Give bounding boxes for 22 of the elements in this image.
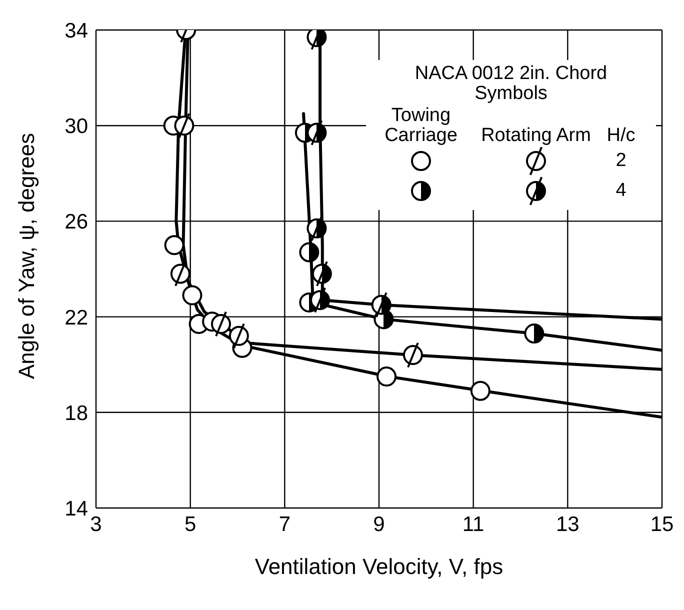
annotation: NACA 0012 2in. Chord [414, 63, 608, 84]
annotation: Towing Carriage [384, 105, 458, 146]
annotation: Symbols [474, 83, 548, 104]
x-tick-label: 15 [650, 512, 674, 536]
x-tick-label: 5 [184, 512, 196, 536]
x-tick-label: 3 [90, 512, 102, 536]
y-tick-label: 26 [64, 210, 88, 234]
y-tick-label: 34 [64, 19, 88, 42]
y-tick-label: 30 [64, 115, 88, 138]
x-tick-label: 13 [556, 512, 580, 536]
y-tick-label: 22 [64, 306, 88, 330]
y-axis-title: Angle of Yaw, ψ, degrees [14, 132, 39, 379]
y-tick-label: 14 [64, 497, 88, 520]
annotation: H/c [606, 125, 636, 146]
annotation: 2 [614, 150, 628, 171]
annotation: 4 [614, 180, 628, 201]
annotation: Rotating Arm [480, 125, 592, 146]
y-tick-label: 18 [64, 402, 88, 425]
x-tick-label: 11 [462, 512, 484, 536]
x-axis-title: Ventilation Velocity, V, fps [254, 554, 504, 579]
x-tick-label: 9 [373, 512, 385, 536]
x-tick-label: 7 [278, 512, 291, 536]
